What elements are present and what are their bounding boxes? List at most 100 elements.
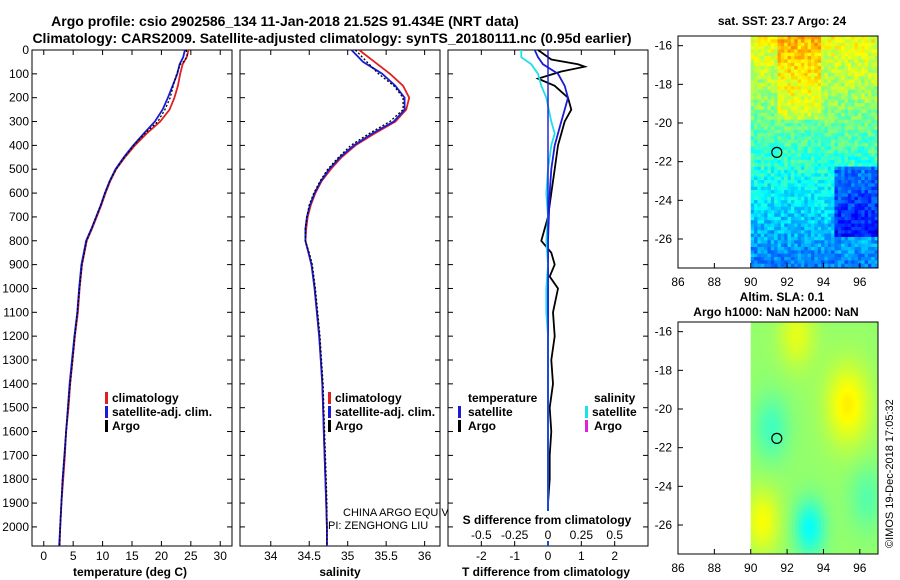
heatmap-cell <box>844 129 849 134</box>
heatmap-cell <box>864 42 869 47</box>
heatmap-cell <box>830 477 835 482</box>
heatmap-cell <box>750 401 755 406</box>
heatmap-cell <box>843 357 847 361</box>
heatmap-cell <box>821 180 826 184</box>
heatmap-cell <box>844 193 849 198</box>
heatmap-cell <box>754 230 759 235</box>
heatmap-cell <box>782 477 787 482</box>
heatmap-cell <box>811 385 815 390</box>
heatmap-cell <box>874 442 878 447</box>
heatmap-cell <box>843 347 847 352</box>
heatmap-cell <box>780 59 785 64</box>
heatmap-cell <box>854 240 859 245</box>
heatmap-cell <box>874 455 878 460</box>
heatmap-cell <box>849 388 854 393</box>
heatmap-cell <box>750 411 755 415</box>
heatmap-cell <box>865 433 870 438</box>
heatmap-cell <box>753 344 758 349</box>
heatmap-cell <box>855 385 860 390</box>
heatmap-cell <box>854 163 859 168</box>
heatmap-cell <box>811 139 815 144</box>
heatmap-cell <box>804 176 809 181</box>
heatmap-cell <box>844 143 849 148</box>
heatmap-cell <box>851 119 856 124</box>
heatmap-cell <box>770 136 775 141</box>
heatmap-cell <box>831 203 836 208</box>
heatmap-cell <box>780 247 785 251</box>
heatmap-cell <box>770 226 775 231</box>
heatmap-cell <box>847 206 852 211</box>
s-diff-tick-label: 0.5 <box>606 528 623 542</box>
heatmap-cell <box>824 99 829 104</box>
heatmap-cell <box>754 123 759 128</box>
heatmap-cell <box>864 173 869 178</box>
heatmap-cell <box>787 213 792 218</box>
heatmap-cell <box>750 360 755 364</box>
heatmap-cell <box>841 210 846 215</box>
heatmap-cell <box>857 216 862 221</box>
heatmap-cell <box>820 331 825 336</box>
heatmap-cell <box>782 369 787 374</box>
heatmap-cell <box>865 392 870 396</box>
heatmap-cell <box>868 382 873 387</box>
heatmap-cell <box>760 369 765 374</box>
heatmap-cell <box>834 220 839 225</box>
heatmap-cell <box>827 430 831 434</box>
heatmap-cell <box>750 404 755 409</box>
heatmap-cell <box>823 334 828 339</box>
heatmap-cell <box>804 69 809 74</box>
heatmap-cell <box>874 203 878 208</box>
heatmap-cell <box>776 322 780 326</box>
heatmap-cell <box>788 427 793 431</box>
heatmap-cell <box>874 106 878 111</box>
heatmap-cell <box>847 113 852 117</box>
heatmap-cell <box>760 344 765 349</box>
heatmap-cell <box>851 149 856 154</box>
heatmap-cell <box>804 439 809 444</box>
heatmap-cell <box>827 250 832 255</box>
heatmap-cell <box>874 436 878 441</box>
heatmap-cell <box>760 220 765 225</box>
heatmap-cell <box>800 99 805 104</box>
heatmap-cell <box>854 119 859 124</box>
heatmap-cell <box>808 442 812 447</box>
heatmap-cell <box>785 455 790 460</box>
heatmap-cell <box>861 190 866 195</box>
heatmap-cell <box>824 226 829 231</box>
heatmap-cell <box>831 106 836 111</box>
heatmap-cell <box>767 62 772 67</box>
heatmap-cell <box>836 325 841 329</box>
heatmap-cell <box>753 357 758 361</box>
heatmap-cell <box>874 401 878 406</box>
heatmap-cell <box>830 417 835 422</box>
heatmap-cell <box>798 462 803 466</box>
heatmap-cell <box>861 92 866 97</box>
heatmap-cell <box>790 206 795 211</box>
heatmap-cell <box>867 243 872 248</box>
heatmap-cell <box>784 106 789 111</box>
heatmap-cell <box>769 449 774 454</box>
heatmap-cell <box>784 89 789 94</box>
heatmap-cell <box>784 113 789 117</box>
heatmap-cell <box>834 42 839 47</box>
heatmap-cell <box>862 411 866 415</box>
heatmap-cell <box>804 76 809 81</box>
heatmap-cell <box>841 106 846 111</box>
heatmap-cell <box>857 79 862 84</box>
heatmap-cell <box>861 136 866 141</box>
heatmap-cell <box>773 427 777 431</box>
heatmap-cell <box>811 99 815 104</box>
heatmap-cell <box>861 66 866 71</box>
heatmap-cell <box>764 56 769 61</box>
heatmap-cell <box>766 462 771 466</box>
heatmap-cell <box>871 471 876 476</box>
heatmap-cell <box>874 243 878 248</box>
heatmap-cell <box>773 477 777 482</box>
heatmap-cell <box>811 153 815 158</box>
heatmap-cell <box>811 243 815 248</box>
heatmap-cell <box>760 439 765 444</box>
heatmap-cell <box>855 353 860 358</box>
heatmap-cell <box>871 247 876 251</box>
heatmap-cell <box>804 388 809 393</box>
heatmap-cell <box>849 341 854 345</box>
